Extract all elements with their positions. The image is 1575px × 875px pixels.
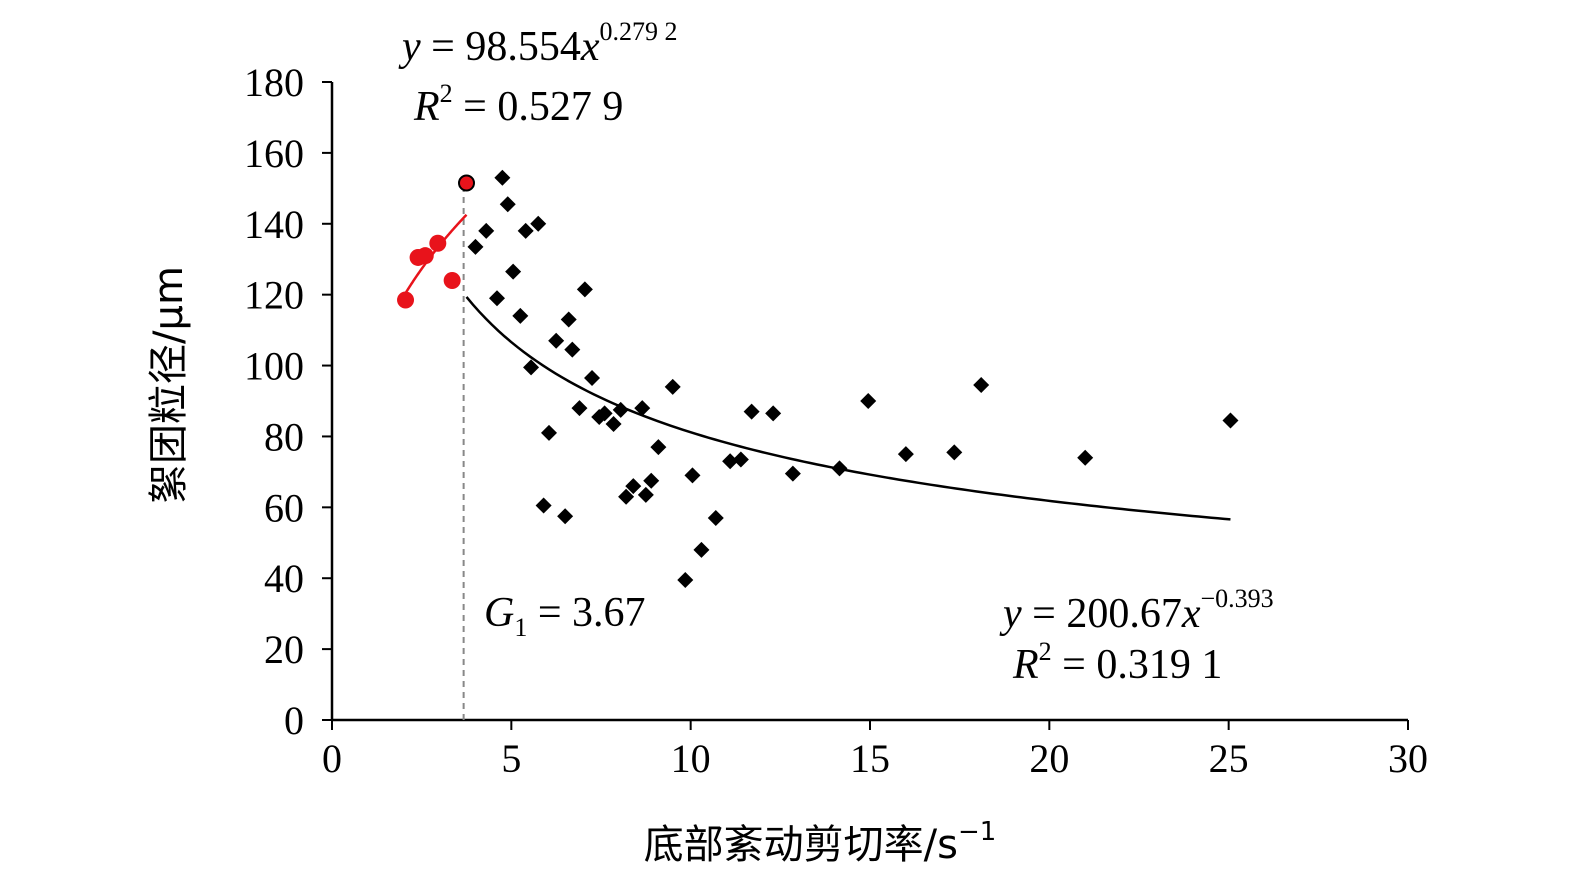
right-data-point [564, 341, 581, 358]
right-data-point [560, 311, 577, 328]
x-axis-title: 底部紊动剪切率/s−1 [644, 817, 997, 868]
right-data-point [618, 488, 635, 505]
right-data-point [530, 215, 547, 232]
threshold-data-point [458, 174, 475, 192]
right-data-point [637, 486, 654, 503]
right-data-point [540, 424, 557, 441]
y-tick-label: 0 [284, 698, 304, 743]
right-data-point [584, 369, 601, 386]
y-tick-label: 80 [264, 414, 304, 459]
y-tick-label: 120 [244, 273, 304, 318]
right-data-point [765, 405, 782, 422]
x-tick-label: 10 [671, 736, 711, 781]
tick-labels: 0 5 10 15 20 25 30 0 20 40 60 80 100 120 140 160 180 [244, 60, 1428, 781]
left-data-point [429, 234, 447, 252]
right-data-point [517, 222, 534, 239]
y-tick-label: 160 [244, 131, 304, 176]
right-data-point [643, 472, 660, 489]
x-tick-label: 25 [1209, 736, 1249, 781]
right-data-point [535, 497, 552, 514]
y-axis-title: 絮团粒径/μm [146, 266, 192, 504]
right-data-point [946, 444, 963, 461]
right-data-point [494, 169, 511, 186]
right-data-point [548, 332, 565, 349]
right-data-point [722, 453, 739, 470]
right-data-point [605, 416, 622, 433]
left-fit-r2: R2 = 0.527 9 [413, 79, 623, 130]
right-data-point [664, 378, 681, 395]
y-tick-label: 40 [264, 556, 304, 601]
right-data-point [684, 467, 701, 484]
right-data-point [576, 281, 593, 298]
axes [322, 81, 1409, 730]
right-fit-curve [465, 296, 1231, 521]
right-data-point [743, 403, 760, 420]
right-data-point [1077, 449, 1094, 466]
x-tick-label: 20 [1029, 736, 1069, 781]
left-fit-equation: y = 98.554x0.279 2 [398, 17, 678, 70]
right-data-point [897, 446, 914, 463]
right-data-point [973, 377, 990, 394]
right-data-point [860, 393, 877, 409]
x-tick-label: 0 [322, 736, 342, 781]
right-data-point [596, 405, 613, 422]
x-tick-label: 5 [501, 736, 521, 781]
y-tick-label: 100 [244, 344, 304, 389]
right-data-point [634, 400, 651, 417]
right-data-point [557, 508, 574, 525]
right-data-point [467, 238, 484, 255]
right-data-point [677, 571, 694, 588]
y-tick-label: 20 [264, 627, 304, 672]
x-tick-label: 15 [850, 736, 890, 781]
right-data-point [831, 460, 848, 477]
y-tick-label: 60 [264, 485, 304, 530]
right-data-point [523, 359, 540, 376]
right-data-point [625, 478, 642, 495]
right-data-point [505, 263, 522, 280]
y-tick-label: 180 [244, 60, 304, 105]
x-axis-title-sup: −1 [958, 817, 996, 847]
left-data-point [443, 271, 461, 289]
right-fit-equation: y = 200.67x−0.393 [999, 584, 1274, 637]
right-data-point [784, 465, 801, 482]
data-points [397, 169, 1239, 588]
x-tick-label: 30 [1388, 736, 1428, 781]
right-data-point [612, 401, 629, 418]
y-tick-label: 140 [244, 202, 304, 247]
right-data-point [512, 307, 529, 324]
left-data-point [397, 291, 415, 309]
threshold-label: G1 = 3.67 [484, 590, 646, 642]
right-fit-r2: R2 = 0.319 1 [1012, 637, 1222, 688]
left-data-point [416, 247, 434, 265]
right-data-point [1222, 412, 1239, 429]
right-data-point [693, 541, 710, 558]
right-data-point [488, 290, 505, 307]
right-data-point [707, 509, 724, 526]
right-data-point [571, 400, 588, 417]
right-data-point [499, 196, 516, 213]
right-data-point [650, 439, 667, 456]
right-data-point [478, 222, 495, 239]
right-data-point [732, 451, 749, 468]
